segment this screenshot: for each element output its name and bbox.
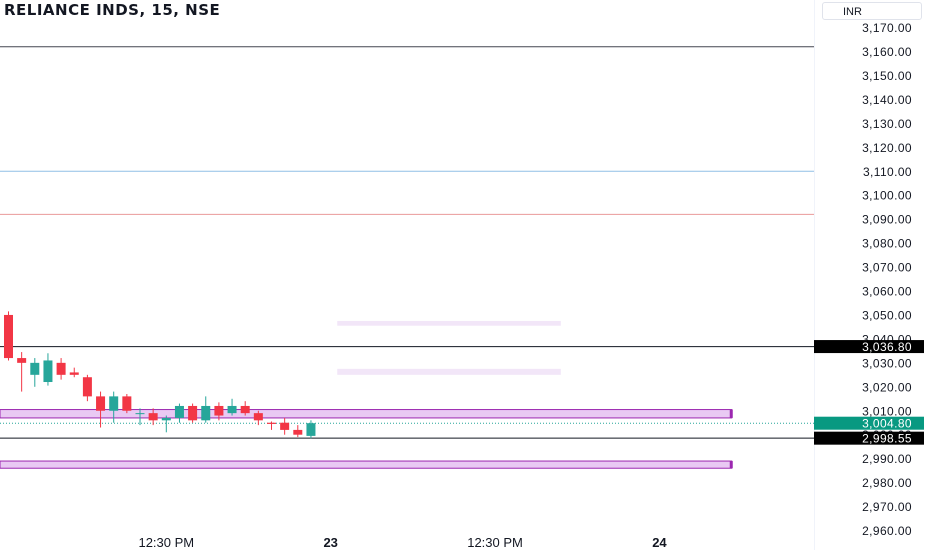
y-tick-label: 3,020.00 — [862, 380, 912, 394]
candle-body[interactable] — [293, 429, 303, 435]
candle-body[interactable] — [240, 405, 250, 414]
zone-rect-0[interactable] — [337, 320, 561, 326]
candle-body[interactable] — [69, 372, 79, 375]
y-tick-label: 3,150.00 — [862, 69, 912, 83]
candle-body[interactable] — [122, 396, 132, 411]
y-tick-label: 3,060.00 — [862, 285, 912, 299]
y-tick-label: 3,030.00 — [862, 356, 912, 370]
x-axis-label: 24 — [652, 535, 667, 550]
candle-body[interactable] — [96, 396, 106, 411]
y-tick-label: 3,110.00 — [863, 165, 912, 179]
zone-rect-3[interactable] — [0, 460, 733, 469]
y-tick-label: 3,170.00 — [862, 21, 912, 35]
candle-body[interactable] — [82, 377, 92, 397]
candle-body[interactable] — [280, 422, 290, 430]
zone-handle-2[interactable] — [729, 409, 733, 418]
price-label-black-bg[interactable] — [814, 340, 924, 354]
candle-body[interactable] — [227, 405, 237, 414]
y-tick-label: 3,140.00 — [862, 93, 912, 107]
candle-body[interactable] — [30, 362, 40, 375]
y-tick-label: 3,010.00 — [862, 404, 912, 418]
candle-body[interactable] — [201, 405, 211, 421]
y-tick-label: 3,090.00 — [862, 213, 912, 227]
candle-body[interactable] — [109, 396, 119, 411]
price-label-current: 3,004.80 — [862, 417, 912, 431]
x-axis-label: 23 — [323, 535, 337, 550]
candle-body[interactable] — [306, 423, 316, 436]
price-label-black: 2,998.55 — [862, 432, 912, 446]
price-label-black: 3,036.80 — [862, 340, 912, 354]
price-label-black-bg[interactable] — [814, 431, 924, 445]
candle-body[interactable] — [43, 360, 53, 383]
y-tick-label: 3,130.00 — [862, 117, 912, 131]
y-tick-label: 2,970.00 — [862, 500, 912, 514]
y-tick-label: 3,120.00 — [862, 141, 912, 155]
candle-body[interactable] — [188, 405, 198, 421]
candle-body[interactable] — [135, 413, 145, 415]
y-tick-label: 3,070.00 — [862, 261, 912, 275]
candle-body[interactable] — [253, 413, 263, 421]
y-tick-label: 2,960.00 — [862, 524, 912, 538]
x-axis-label: 12:30 PM — [138, 535, 194, 550]
y-tick-label: 3,100.00 — [862, 189, 912, 203]
zone-handle-3[interactable] — [729, 461, 733, 469]
currency-button[interactable]: INR — [822, 2, 922, 20]
candle-body[interactable] — [214, 405, 224, 416]
y-tick-label: 3,160.00 — [862, 45, 912, 59]
candle-body[interactable] — [148, 413, 158, 421]
zone-rect-1[interactable] — [337, 368, 561, 375]
candle-body[interactable] — [267, 422, 276, 424]
chart-title: RELIANCE INDS, 15, NSE — [4, 1, 221, 19]
candle-body[interactable] — [4, 314, 13, 359]
x-axis-label: 12:30 PM — [467, 535, 523, 550]
zone-rect-2[interactable] — [0, 409, 733, 419]
price-label-current-bg[interactable] — [814, 416, 924, 430]
y-tick-label: 3,080.00 — [862, 237, 912, 251]
candle-body[interactable] — [17, 358, 27, 363]
candle-body[interactable] — [56, 362, 66, 375]
candle-body[interactable] — [161, 417, 171, 421]
y-tick-label: 2,990.00 — [862, 452, 912, 466]
y-tick-label: 2,980.00 — [862, 476, 912, 490]
y-tick-label: 3,050.00 — [862, 308, 912, 322]
candle-body[interactable] — [174, 405, 184, 418]
